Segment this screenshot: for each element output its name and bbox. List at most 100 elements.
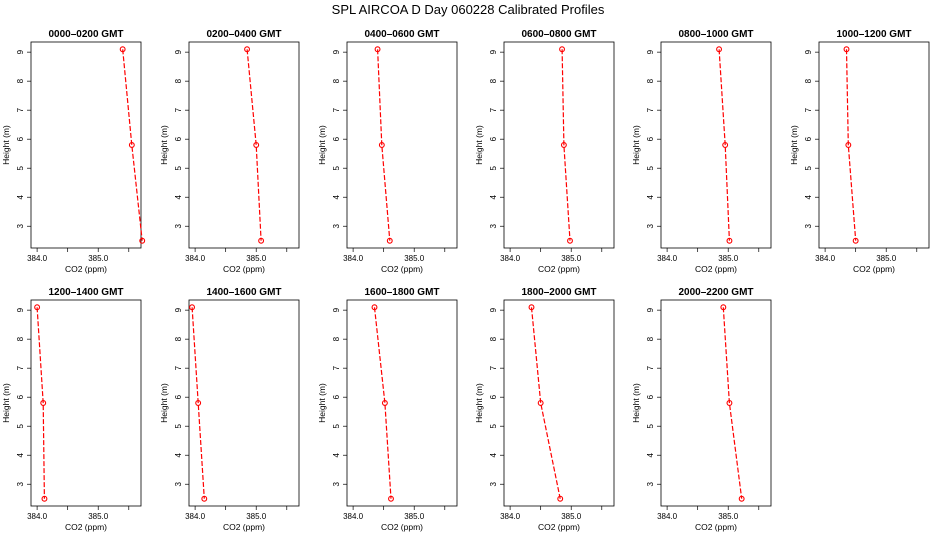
panel-title: 2000–2200 GMT xyxy=(678,287,753,298)
x-tick-label: 384.0 xyxy=(815,254,836,263)
panel-title: 1800–2000 GMT xyxy=(521,287,596,298)
profile-point xyxy=(195,400,202,406)
y-tick-label: 5 xyxy=(174,423,183,428)
y-axis-label: Height (m) xyxy=(631,383,641,423)
profile-point xyxy=(845,142,852,148)
profile-point xyxy=(119,46,126,53)
y-axis-label: Height (m) xyxy=(159,383,169,423)
figure-title: SPL AIRCOA D Day 060228 Calibrated Profi… xyxy=(332,2,605,17)
x-tick-label: 385.0 xyxy=(246,254,267,263)
plot-frame xyxy=(346,41,458,249)
y-tick-label: 9 xyxy=(332,307,341,312)
plot-frame xyxy=(30,41,142,249)
y-tick-label: 3 xyxy=(174,223,183,228)
panel-title: 1000–1200 GMT xyxy=(836,29,911,40)
y-tick-label: 4 xyxy=(804,194,813,199)
y-tick-label: 5 xyxy=(646,165,655,170)
y-tick-label: 7 xyxy=(174,107,183,112)
profile-point xyxy=(258,237,265,244)
y-tick-label: 8 xyxy=(489,336,498,341)
y-tick-label: 3 xyxy=(489,223,498,228)
y-tick-label: 9 xyxy=(804,49,813,54)
profile-point xyxy=(738,495,745,502)
profile-panel: 1400–1600 GMT 384.0 385.0 3 4 5 6 7 8 9 CO2 (ppm) H… xyxy=(159,287,300,532)
y-tick-label: 4 xyxy=(489,194,498,199)
profile-line xyxy=(191,307,205,499)
panel-title: 1200–1400 GMT xyxy=(48,287,123,298)
profile-point xyxy=(34,304,41,311)
y-tick-label: 8 xyxy=(646,78,655,83)
profile-point xyxy=(843,46,850,53)
y-tick-label: 4 xyxy=(332,452,341,457)
panel-title: 0800–1000 GMT xyxy=(678,29,753,40)
y-tick-label: 5 xyxy=(16,423,25,428)
y-tick-label: 6 xyxy=(174,394,183,399)
panel-title: 0000–0200 GMT xyxy=(48,29,123,40)
y-axis-label: Height (m) xyxy=(317,383,327,423)
x-axis-label: CO2 (ppm) xyxy=(381,264,423,274)
profile-panel: 1600–1800 GMT 384.0 385.0 3 4 5 6 7 8 9 CO2 (ppm) H… xyxy=(317,287,458,532)
profile-line xyxy=(377,49,391,241)
x-tick-label: 384.0 xyxy=(343,254,364,263)
y-tick-label: 9 xyxy=(174,307,183,312)
y-tick-label: 5 xyxy=(646,423,655,428)
y-tick-label: 4 xyxy=(16,194,25,199)
x-tick-label: 385.0 xyxy=(876,254,897,263)
plot-frame xyxy=(660,299,772,507)
x-tick-label: 384.0 xyxy=(185,512,206,521)
profile-point xyxy=(852,237,859,244)
y-tick-label: 8 xyxy=(174,78,183,83)
profile-point xyxy=(128,142,135,148)
x-tick-label: 384.0 xyxy=(27,254,48,263)
y-tick-label: 6 xyxy=(804,136,813,141)
profile-point xyxy=(371,304,378,311)
profile-point xyxy=(528,304,535,311)
y-axis-label: Height (m) xyxy=(1,125,11,165)
y-tick-label: 7 xyxy=(16,107,25,112)
x-tick-label: 385.0 xyxy=(246,512,267,521)
y-tick-label: 6 xyxy=(489,136,498,141)
plot-frame xyxy=(503,299,615,507)
panel-title: 1400–1600 GMT xyxy=(206,287,281,298)
x-tick-label: 384.0 xyxy=(500,512,521,521)
x-axis-label: CO2 (ppm) xyxy=(538,522,580,532)
y-tick-label: 7 xyxy=(332,107,341,112)
profile-line xyxy=(845,49,857,241)
profile-point xyxy=(41,495,48,502)
profile-point xyxy=(560,142,567,148)
y-tick-label: 7 xyxy=(174,365,183,370)
y-tick-label: 3 xyxy=(489,481,498,486)
y-tick-label: 9 xyxy=(174,49,183,54)
y-tick-label: 8 xyxy=(332,336,341,341)
profile-point xyxy=(557,495,564,502)
y-tick-label: 6 xyxy=(174,136,183,141)
profile-panel: 1000–1200 GMT 384.0 385.0 3 4 5 6 7 8 9 CO2 (ppm) H… xyxy=(789,29,930,274)
profile-point xyxy=(386,237,393,244)
profile-line xyxy=(718,49,730,241)
y-tick-label: 6 xyxy=(489,394,498,399)
x-tick-label: 384.0 xyxy=(27,512,48,521)
x-axis-label: CO2 (ppm) xyxy=(223,264,265,274)
panel-title: 0600–0800 GMT xyxy=(521,29,596,40)
y-tick-label: 4 xyxy=(16,452,25,457)
profile-line xyxy=(561,49,571,241)
x-tick-label: 385.0 xyxy=(561,512,582,521)
y-axis-label: Height (m) xyxy=(159,125,169,165)
x-axis-label: CO2 (ppm) xyxy=(695,522,737,532)
profile-panel: 0600–0800 GMT 384.0 385.0 3 4 5 6 7 8 9 CO2 (ppm) H… xyxy=(474,29,615,274)
y-tick-label: 3 xyxy=(16,223,25,228)
y-tick-label: 3 xyxy=(332,481,341,486)
profile-panel: 2000–2200 GMT 384.0 385.0 3 4 5 6 7 8 9 CO2 (ppm) H… xyxy=(631,287,772,532)
plot-frame xyxy=(503,41,615,249)
panel-grid: 0000–0200 GMT 384.0 385.0 3 4 5 6 7 8 9 CO2 (ppm) H… xyxy=(1,29,930,532)
y-tick-label: 6 xyxy=(332,136,341,141)
y-tick-label: 7 xyxy=(804,107,813,112)
y-tick-label: 9 xyxy=(332,49,341,54)
y-tick-label: 9 xyxy=(489,49,498,54)
y-tick-label: 3 xyxy=(174,481,183,486)
plot-frame xyxy=(188,299,300,507)
panel-title: 0200–0400 GMT xyxy=(206,29,281,40)
y-axis-label: Height (m) xyxy=(789,125,799,165)
profile-point xyxy=(716,46,723,53)
